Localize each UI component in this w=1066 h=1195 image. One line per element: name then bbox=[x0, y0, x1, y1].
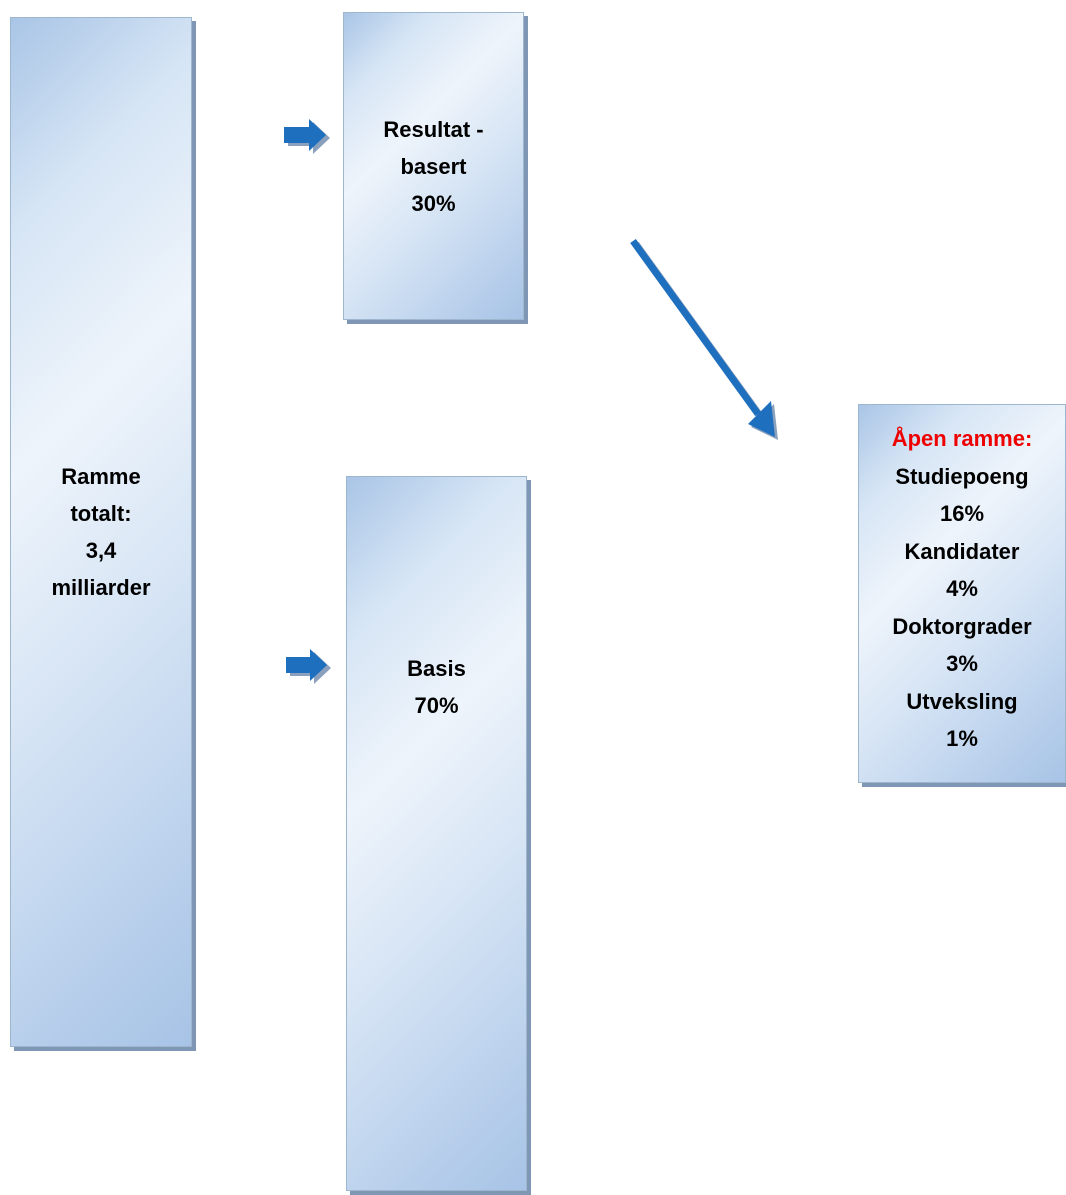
result-based-box: Resultat - basert 30% bbox=[343, 12, 524, 320]
basis-box: Basis 70% bbox=[346, 476, 527, 1191]
total-line-4: milliarder bbox=[51, 575, 151, 600]
arrow-to-result-icon bbox=[284, 119, 330, 154]
total-line-2: totalt: bbox=[70, 501, 132, 526]
open-item-value-doktorgrader: 3% bbox=[946, 651, 978, 676]
basis-percent: 70% bbox=[414, 693, 459, 718]
open-item-label-kandidater: Kandidater bbox=[904, 538, 1020, 564]
total-line-3: 3,4 bbox=[85, 538, 117, 563]
open-item-label-utveksling: Utveksling bbox=[906, 688, 1018, 714]
open-item-value-studiepoeng: 16% bbox=[939, 501, 985, 526]
open-frame-box: Åpen ramme: Studiepoeng 16% Kandidater 4… bbox=[858, 404, 1066, 783]
result-percent: 30% bbox=[411, 190, 456, 216]
open-item-value-kandidater: 4% bbox=[946, 576, 978, 601]
total-line-1: Ramme bbox=[61, 464, 141, 489]
open-item-value-utveksling: 1% bbox=[946, 726, 978, 751]
basis-label: Basis bbox=[407, 656, 466, 681]
result-line-2: basert bbox=[400, 153, 467, 179]
arrow-to-basis-icon bbox=[286, 649, 331, 684]
open-frame-heading: Åpen ramme: bbox=[891, 426, 1033, 451]
open-item-label-studiepoeng: Studiepoeng bbox=[895, 463, 1029, 489]
result-line-1: Resultat - bbox=[383, 116, 484, 142]
open-item-label-doktorgrader: Doktorgrader bbox=[892, 613, 1032, 639]
arrow-to-open-frame-icon bbox=[630, 238, 778, 440]
total-frame-box: Ramme totalt: 3,4 milliarder bbox=[10, 17, 192, 1047]
